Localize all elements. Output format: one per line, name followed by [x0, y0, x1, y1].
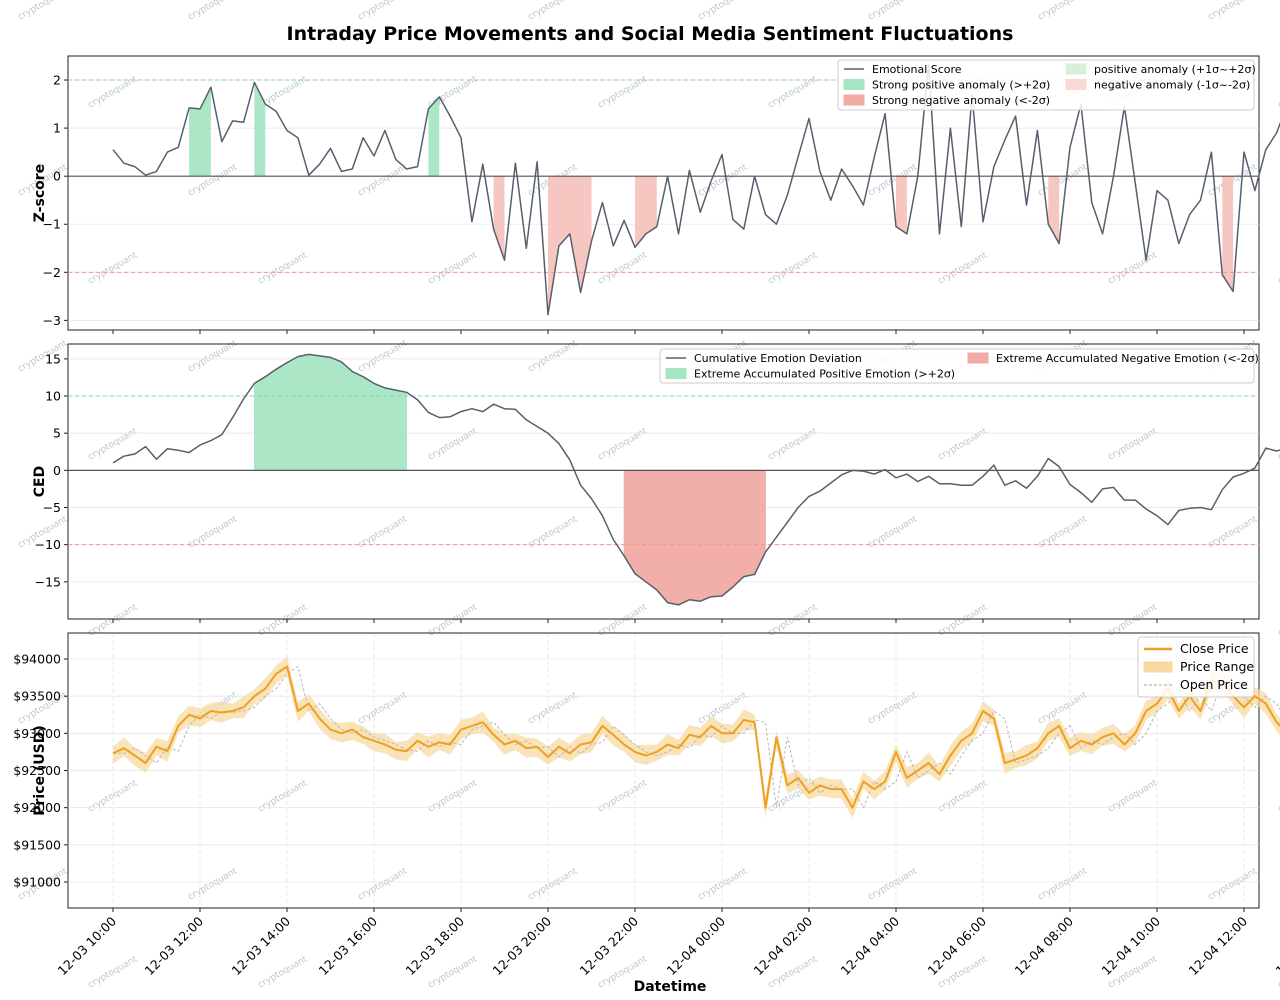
- legend-patch-swatch: [843, 79, 865, 90]
- strong-positive-fill: [428, 96, 440, 177]
- ced-panel: 15 10 5 0 −5 −10 −15 CED Cumulative Emotion Devi…: [32, 343, 1280, 623]
- legend-patch-swatch: [967, 352, 989, 364]
- negative-fill: [548, 176, 592, 315]
- x-axis-label: Datetime: [634, 979, 707, 995]
- y-tick-label: 5: [53, 426, 61, 441]
- y-axis-label-ced: CED: [32, 466, 48, 497]
- y-tick-label: $92500: [13, 763, 61, 778]
- axes-frame: [67, 55, 1260, 331]
- y-tick-label: $93000: [13, 726, 61, 741]
- legend-box: [837, 59, 1255, 111]
- y-tick-label: $91000: [13, 874, 61, 889]
- legend-label: Emotional Score: [872, 63, 962, 76]
- legend-label: Extreme Accumulated Positive Emotion (>+…: [694, 368, 955, 381]
- legend-label: positive anomaly (+1σ~+2σ): [1094, 63, 1256, 76]
- y-tick-label: 15: [45, 351, 61, 366]
- y-tick-label: $93500: [13, 689, 61, 704]
- emotional-score-line: [112, 63, 1280, 316]
- legend-label: Open Price: [1180, 677, 1248, 692]
- y-tick-label: 0: [53, 463, 61, 478]
- legend-box: [659, 348, 1255, 384]
- ced-line: [112, 353, 1280, 606]
- y-tick-label: −3: [43, 313, 61, 328]
- negative-fill: [1222, 176, 1234, 292]
- legend-label: Cumulative Emotion Deviation: [694, 352, 862, 365]
- y-tick-label: $91500: [13, 837, 61, 852]
- legend-patch-swatch: [665, 368, 687, 379]
- y-axis-label-price: Price (USD): [32, 725, 48, 816]
- y-tick-label: −10: [35, 537, 61, 552]
- y-tick-label: 1: [53, 121, 61, 136]
- y-tick-label: −1: [43, 217, 61, 232]
- axes-frame: [67, 343, 1260, 620]
- legend-label: Strong positive anomaly (>+2σ): [872, 79, 1050, 92]
- y-axis-label-zscore: Z-score: [32, 164, 48, 222]
- legend-label: negative anomaly (-1σ~-2σ): [1094, 79, 1250, 92]
- legend-label: Strong negative anomaly (<-2σ): [872, 94, 1050, 107]
- y-tick-label: −2: [43, 265, 61, 280]
- y-tick-label: 10: [45, 389, 61, 404]
- zscore-panel: 2 1 0 −1 −2 −3 Z-score Emotional Score Strong po…: [32, 55, 1280, 334]
- legend-label: Extreme Accumulated Negative Emotion (<-…: [996, 352, 1259, 365]
- chart-title: Intraday Price Movements and Social Medi…: [287, 23, 1014, 45]
- y-tick-label: 0: [53, 169, 61, 184]
- y-tick-label: −5: [43, 500, 61, 515]
- y-tick-label: $92000: [13, 800, 61, 815]
- y-tick-label: 2: [53, 73, 61, 88]
- negative-fill: [1048, 176, 1060, 244]
- legend-patch-swatch: [843, 94, 865, 106]
- legend-label: Close Price: [1180, 641, 1249, 656]
- legend-label: Price Range: [1180, 659, 1254, 674]
- y-tick-label: $94000: [13, 652, 61, 667]
- legend-patch-swatch: [1065, 63, 1087, 75]
- strong-positive-fill: [254, 82, 266, 177]
- negative-fill: [896, 176, 907, 234]
- legend-box: [1137, 636, 1255, 698]
- y-tick-label: −15: [35, 574, 61, 589]
- open-price-line: [113, 665, 1280, 809]
- legend-patch-swatch: [1143, 661, 1173, 673]
- close-price-line: [112, 665, 1280, 809]
- negative-fill: [493, 176, 505, 261]
- strong-positive-fill: [189, 87, 211, 177]
- legend-patch-swatch: [1065, 79, 1087, 90]
